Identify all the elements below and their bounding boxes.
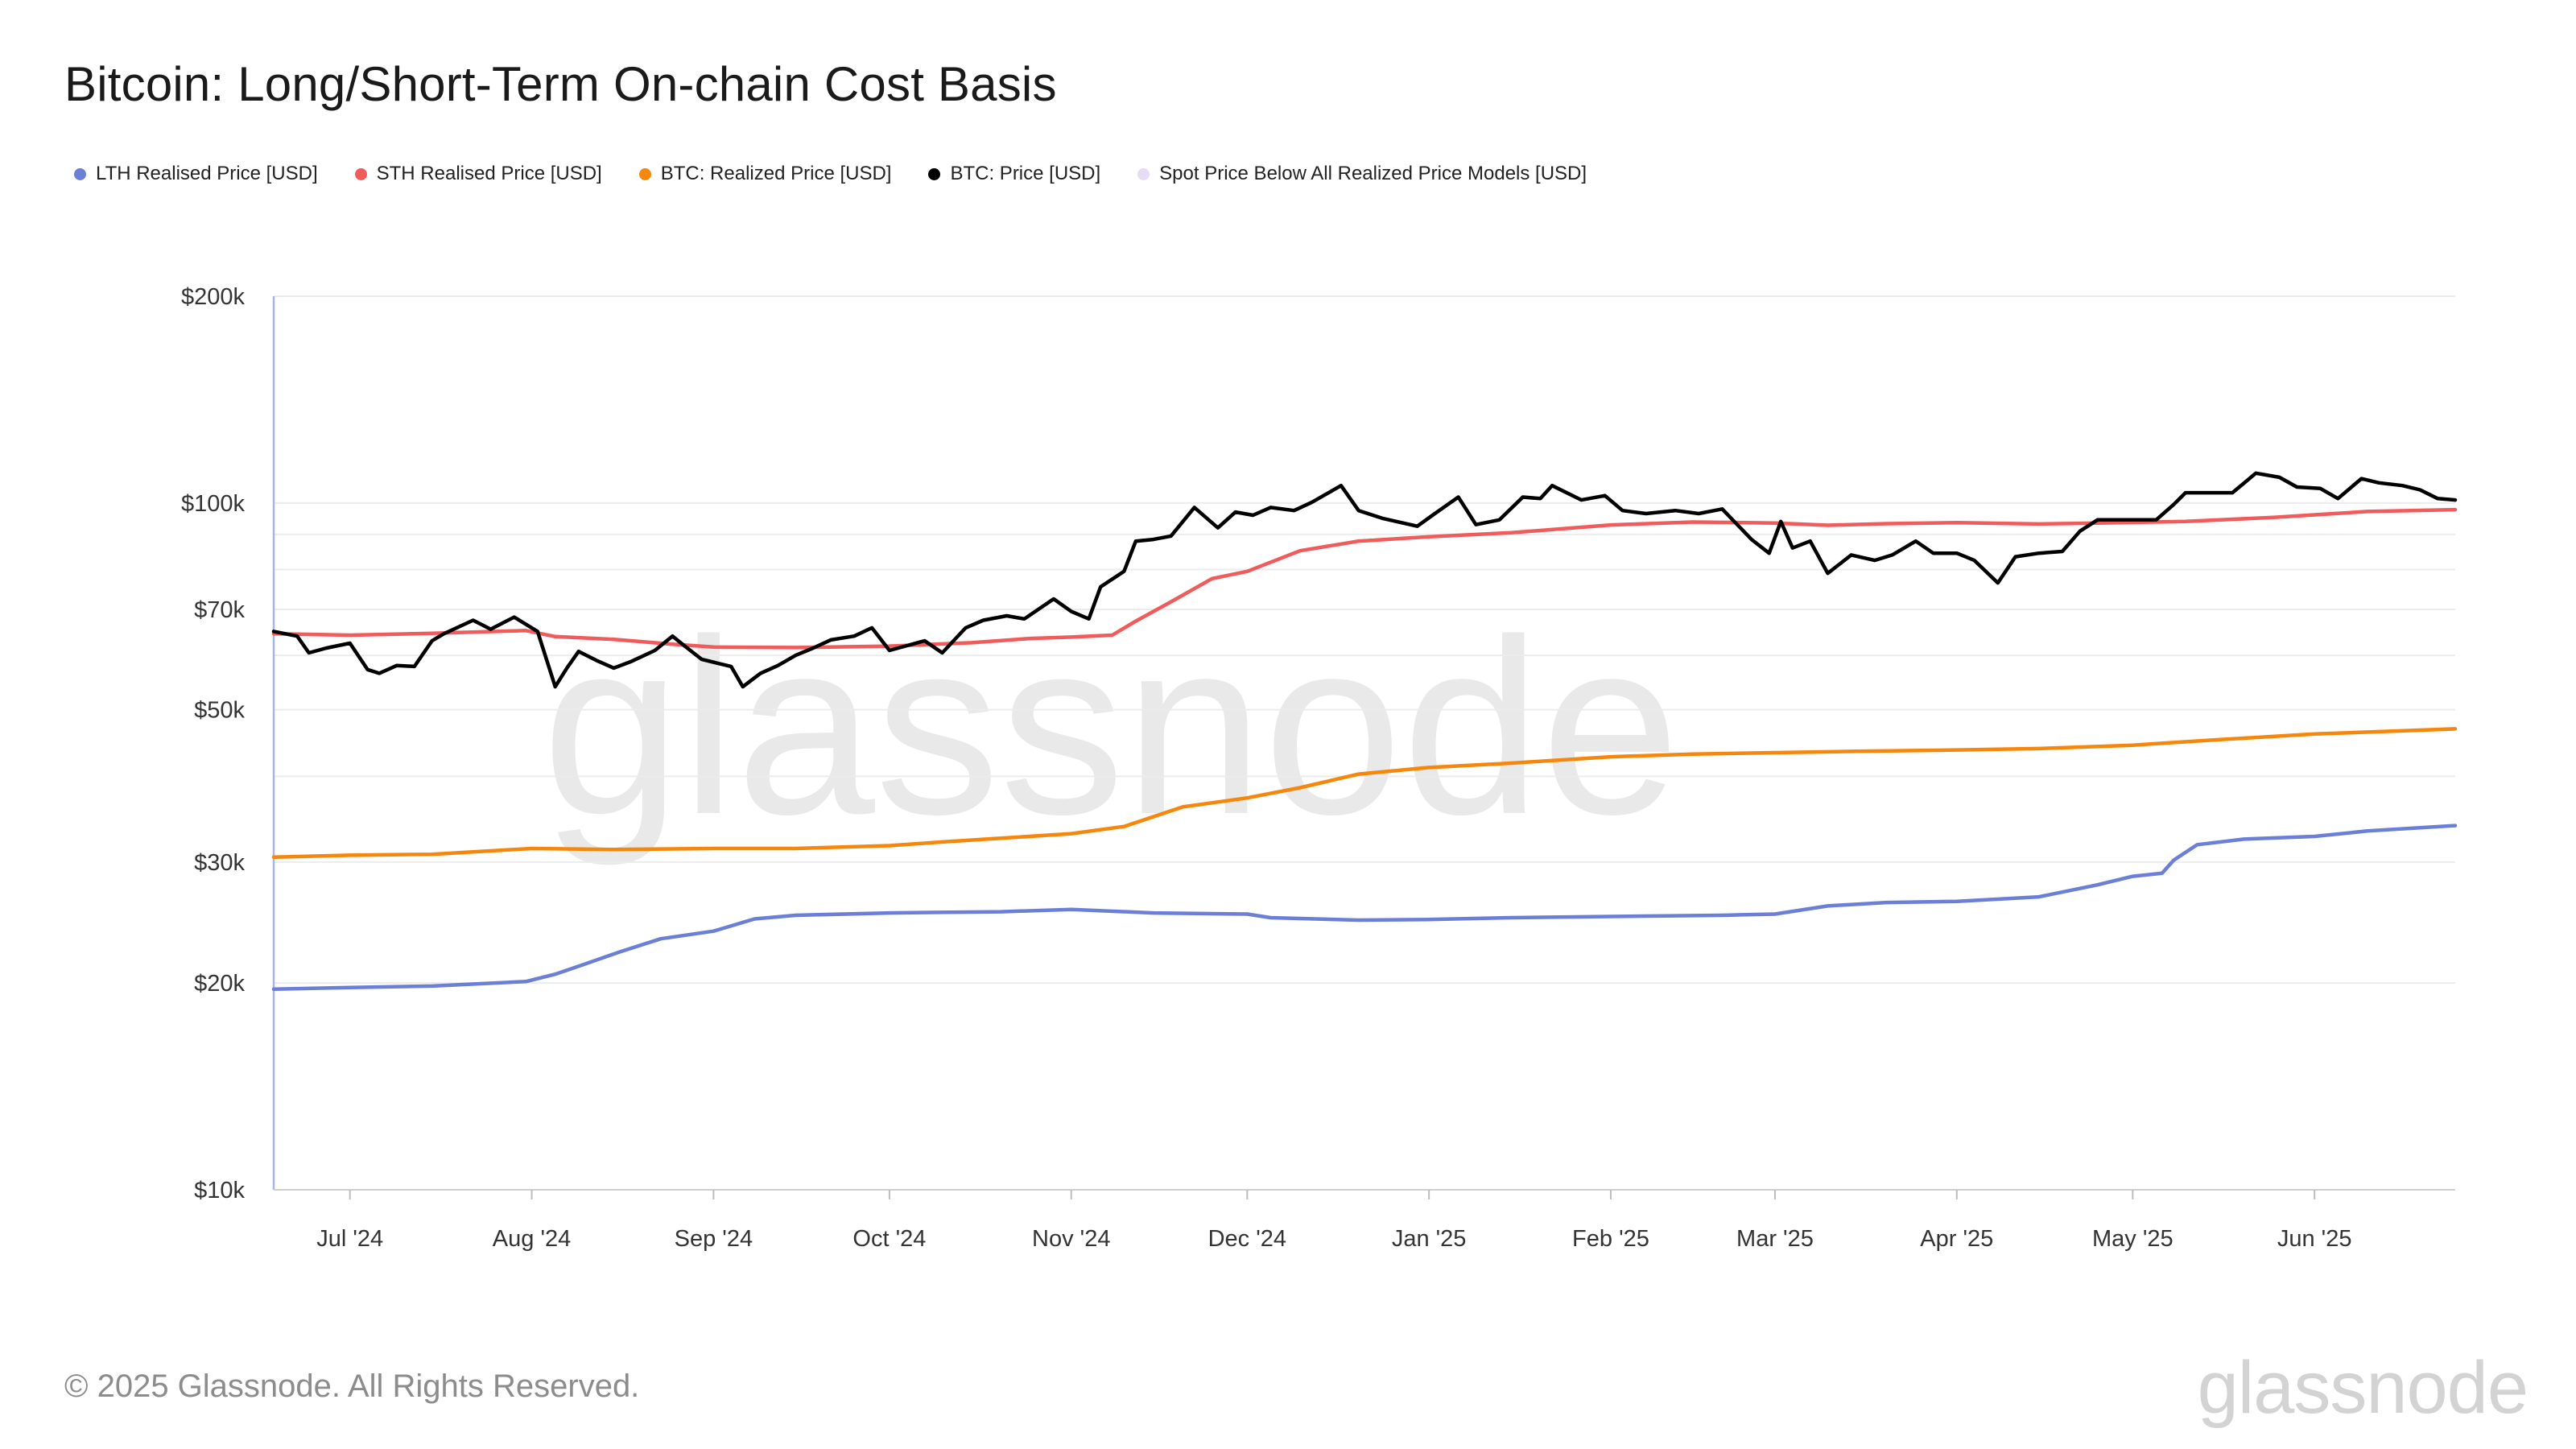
legend-item-sth[interactable]: STH Realised Price [USD] (354, 163, 602, 185)
legend-dot-price (928, 167, 941, 180)
x-tick-label: Jan '25 (1392, 1226, 1467, 1252)
series-line-price (271, 471, 2458, 689)
series-line-lth (271, 824, 2458, 991)
y-tick-label: $10k (194, 1178, 245, 1203)
series-lines (271, 471, 2458, 991)
x-tick-label: Oct '24 (852, 1226, 926, 1252)
legend-label-sth: STH Realised Price [USD] (376, 163, 602, 184)
chart-title: Bitcoin: Long/Short-Term On-chain Cost B… (64, 57, 1057, 111)
copyright-footer: © 2025 Glassnode. All Rights Reserved. (64, 1368, 640, 1404)
legend-dot-lth (74, 167, 86, 180)
legend-item-lth[interactable]: LTH Realised Price [USD] (74, 163, 318, 185)
y-tick-label: $50k (194, 698, 245, 724)
x-tick-label: Jul '24 (316, 1226, 383, 1252)
legend-dot-spot-below (1137, 167, 1150, 180)
x-tick-label: Dec '24 (1208, 1226, 1286, 1252)
y-tick-label: $30k (194, 850, 245, 876)
legend-label-lth: LTH Realised Price [USD] (96, 163, 318, 184)
y-tick-label: $200k (181, 284, 246, 310)
chart-legend: LTH Realised Price [USD] STH Realised Pr… (74, 163, 1587, 185)
legend-label-spot-below: Spot Price Below All Realized Price Mode… (1159, 163, 1587, 184)
x-tick-label: May '25 (2092, 1226, 2174, 1252)
y-tick-label: $70k (194, 597, 245, 623)
axes (272, 296, 2455, 1191)
legend-label-price: BTC: Price [USD] (950, 163, 1101, 184)
x-tick-label: Apr '25 (1920, 1226, 1993, 1252)
y-tick-label: $100k (181, 491, 246, 517)
legend-item-price[interactable]: BTC: Price [USD] (928, 163, 1100, 185)
legend-dot-realized (638, 167, 651, 180)
legend-item-realized[interactable]: BTC: Realized Price [USD] (638, 163, 892, 185)
y-tick-label: $20k (194, 971, 245, 997)
x-tick-label: Mar '25 (1736, 1226, 1814, 1252)
x-tick-label: Nov '24 (1032, 1226, 1110, 1252)
y-axis-ticks: $10k $20k $30k $50k $70k $100k $200k (181, 284, 246, 1203)
series-line-realized (271, 727, 2458, 860)
x-axis-ticks: Jul '24 Aug '24 Sep '24 Oct '24 Nov '24 Dec '… (316, 1190, 2351, 1252)
watermark-text: glassnode (542, 587, 1679, 868)
x-tick-label: Feb '25 (1572, 1226, 1649, 1252)
x-tick-label: Jun '25 (2277, 1226, 2352, 1252)
series-line-sth (271, 507, 2458, 650)
legend-dot-sth (354, 167, 367, 180)
x-tick-label: Aug '24 (493, 1226, 571, 1252)
legend-item-spot-below[interactable]: Spot Price Below All Realized Price Mode… (1137, 163, 1587, 185)
x-tick-label: Sep '24 (675, 1226, 753, 1252)
brand-logo-text: glassnode (2197, 1347, 2529, 1429)
legend-label-realized: BTC: Realized Price [USD] (660, 163, 892, 184)
